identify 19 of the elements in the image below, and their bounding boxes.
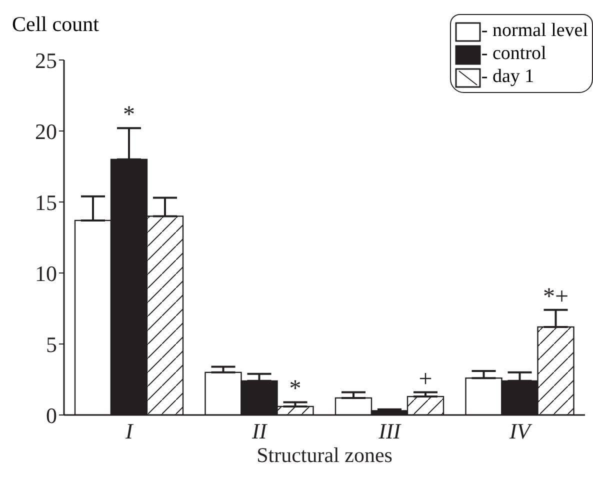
y-tick-label: 10 <box>35 260 57 286</box>
y-tick-label: 15 <box>35 190 57 215</box>
y-tick-label: 5 <box>46 332 57 357</box>
legend-label: - normal level <box>480 19 588 42</box>
x-tick-label: IV <box>508 418 533 444</box>
x-axis-title: Structural zones <box>256 443 392 467</box>
legend-label: - control <box>480 42 548 65</box>
y-axis-title: Cell count <box>12 12 99 37</box>
x-tick-label: III <box>378 418 402 444</box>
y-tick-label: 25 <box>35 48 57 73</box>
y-tick-label: 0 <box>46 402 57 428</box>
data-label: * <box>289 376 302 402</box>
x-tick-label: II <box>251 418 268 444</box>
x-tick-label: I <box>124 418 134 444</box>
legend-label: - day 1 <box>480 65 536 88</box>
data-label: * <box>123 102 135 128</box>
data-label: *+ <box>542 284 569 310</box>
y-tick-label: 20 <box>35 118 57 144</box>
data-label: + <box>418 366 432 392</box>
